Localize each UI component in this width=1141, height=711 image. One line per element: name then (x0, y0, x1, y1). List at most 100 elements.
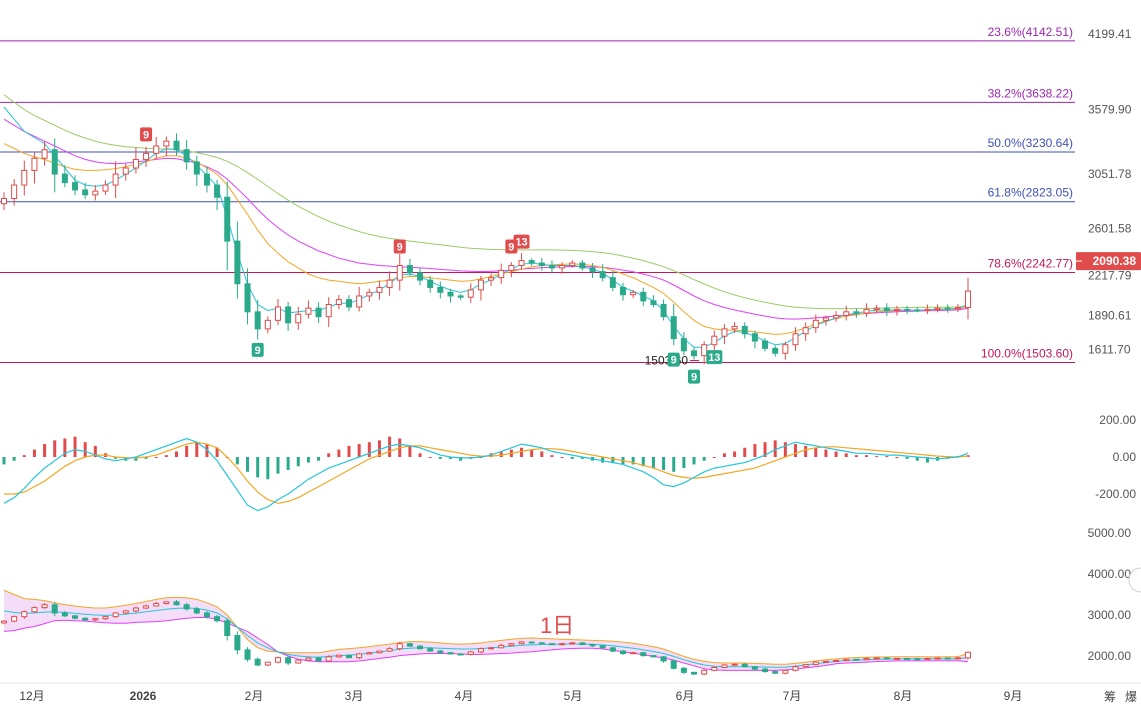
bollinger-candle[interactable] (376, 650, 383, 654)
price-candle[interactable] (214, 179, 221, 211)
bollinger-candle[interactable] (406, 642, 413, 647)
price-candle[interactable] (691, 346, 698, 360)
bollinger-candle[interactable] (863, 657, 870, 661)
bollinger-candle[interactable] (721, 663, 728, 669)
price-candle[interactable] (924, 304, 931, 315)
bollinger-candle[interactable] (944, 657, 951, 660)
bollinger-candle[interactable] (711, 666, 718, 672)
bollinger-candle[interactable] (214, 614, 221, 623)
bollinger-panel[interactable]: 1日 (1, 589, 971, 676)
bollinger-candle[interactable] (914, 657, 921, 661)
bollinger-candle[interactable] (965, 651, 971, 660)
price-candle[interactable] (680, 332, 687, 356)
price-candle[interactable] (406, 258, 413, 277)
price-candle[interactable] (893, 305, 900, 316)
bollinger-candle[interactable] (234, 631, 241, 655)
price-candle[interactable] (153, 136, 160, 160)
price-candle[interactable] (863, 303, 870, 317)
price-candle[interactable] (143, 146, 150, 167)
price-candle[interactable] (965, 277, 971, 320)
bollinger-candle[interactable] (366, 651, 373, 655)
bollinger-candle[interactable] (457, 653, 464, 656)
bollinger-candle[interactable] (335, 654, 342, 658)
price-candle[interactable] (772, 345, 779, 357)
bollinger-candle[interactable] (589, 643, 596, 647)
price-candle[interactable] (721, 324, 728, 345)
bollinger-candle[interactable] (244, 647, 251, 662)
bollinger-candle[interactable] (224, 617, 231, 641)
bollinger-candle[interactable] (254, 657, 261, 667)
bollinger-candle[interactable] (72, 614, 79, 620)
price-candle[interactable] (417, 267, 424, 286)
price-candle[interactable] (904, 305, 911, 315)
panel-scroll-handle[interactable] (1128, 567, 1141, 593)
price-candle[interactable] (244, 268, 251, 325)
price-candle[interactable] (701, 341, 708, 365)
chip-distribution-icon[interactable]: 筹 (1104, 690, 1116, 704)
price-candle[interactable] (264, 316, 271, 334)
price-candle[interactable] (619, 282, 626, 301)
bollinger-candle[interactable] (538, 641, 545, 645)
bollinger-candle[interactable] (701, 669, 708, 676)
bollinger-candle[interactable] (508, 642, 515, 647)
bollinger-candle[interactable] (691, 671, 698, 675)
price-candle[interactable] (833, 311, 840, 322)
price-candle[interactable] (61, 165, 68, 188)
bollinger-candle[interactable] (528, 641, 535, 644)
bollinger-candle[interactable] (122, 609, 129, 615)
price-candle[interactable] (609, 270, 616, 292)
bollinger-candle[interactable] (782, 669, 789, 675)
price-candle[interactable] (812, 314, 819, 333)
bollinger-candle[interactable] (954, 657, 961, 660)
bollinger-candle[interactable] (356, 652, 363, 660)
price-candle[interactable] (477, 275, 484, 301)
price-candle[interactable] (873, 304, 880, 314)
bollinger-candle[interactable] (285, 656, 292, 666)
price-candle[interactable] (31, 152, 38, 184)
bollinger-candle[interactable] (396, 641, 403, 651)
bollinger-candle[interactable] (670, 659, 677, 670)
bollinger-candle[interactable] (904, 657, 911, 660)
price-candle[interactable] (467, 283, 474, 303)
bollinger-candle[interactable] (619, 649, 626, 655)
bollinger-candle[interactable] (437, 649, 444, 654)
price-candle[interactable] (934, 304, 941, 313)
bollinger-candle[interactable] (822, 660, 829, 663)
bollinger-candle[interactable] (548, 643, 555, 646)
bollinger-candle[interactable] (417, 645, 424, 650)
bollinger-candle[interactable] (467, 650, 474, 656)
bollinger-candle[interactable] (92, 617, 99, 622)
price-candle[interactable] (488, 273, 495, 286)
bollinger-candle[interactable] (853, 658, 860, 661)
burst-icon[interactable]: 爆 (1125, 690, 1137, 704)
price-candle[interactable] (173, 133, 180, 156)
price-candle[interactable] (711, 330, 718, 353)
bollinger-candle[interactable] (274, 656, 281, 664)
price-candle[interactable] (751, 330, 758, 349)
bollinger-candle[interactable] (193, 606, 200, 615)
price-candle[interactable] (285, 301, 292, 332)
price-candle[interactable] (579, 259, 586, 271)
price-candle[interactable] (366, 288, 373, 302)
price-candle[interactable] (548, 260, 555, 274)
price-candle[interactable] (315, 302, 322, 323)
bollinger-candle[interactable] (11, 615, 18, 623)
price-candles[interactable] (1, 133, 971, 365)
price-candle[interactable] (762, 337, 769, 352)
bollinger-candle[interactable] (102, 615, 109, 621)
bollinger-candle[interactable] (833, 659, 840, 663)
bollinger-candle[interactable] (295, 659, 302, 664)
bollinger-candle[interactable] (751, 665, 758, 671)
bollinger-candle[interactable] (609, 647, 616, 653)
price-candle[interactable] (193, 155, 200, 186)
price-candle[interactable] (234, 221, 241, 299)
price-candle[interactable] (650, 295, 657, 308)
price-candle[interactable] (274, 299, 281, 326)
bollinger-candle[interactable] (31, 606, 38, 614)
bollinger-candle[interactable] (802, 664, 809, 668)
bollinger-candle[interactable] (518, 641, 525, 645)
price-candle[interactable] (853, 308, 860, 318)
bollinger-candle[interactable] (680, 666, 687, 674)
price-candle[interactable] (792, 327, 799, 351)
